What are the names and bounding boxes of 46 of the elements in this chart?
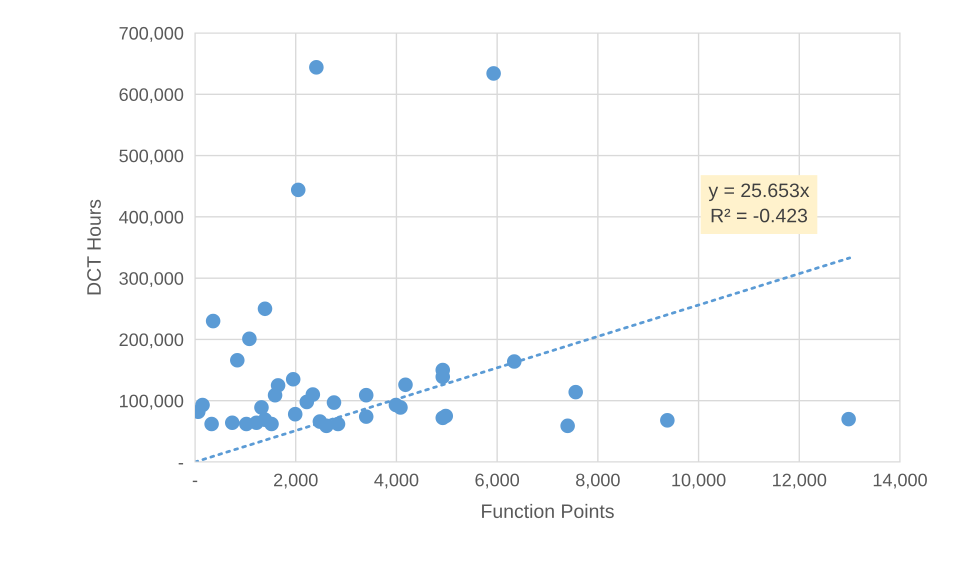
point (326, 395, 342, 410)
point (258, 302, 272, 316)
x-axis-title: Function Points (482, 504, 614, 518)
y-tick-label: 600,000 (120, 88, 184, 104)
y-tick-label: 700,000 (120, 26, 184, 42)
point (204, 416, 219, 432)
point (309, 60, 324, 75)
point (358, 388, 374, 402)
annotation: y = 25.653x R² = -0.423 (708, 183, 810, 222)
point (568, 384, 583, 400)
point (841, 412, 856, 426)
point (224, 415, 240, 430)
point (254, 400, 269, 415)
point (290, 182, 306, 198)
y-tick-label: - (178, 463, 184, 464)
point (330, 416, 346, 432)
y-tick-label: 500,000 (119, 150, 184, 164)
y-axis-title: DCT Hours (87, 200, 101, 294)
point (660, 413, 675, 428)
x-tick-label: 6,000 (475, 474, 520, 489)
point (398, 377, 413, 392)
point (358, 409, 374, 424)
point (306, 387, 320, 402)
point (230, 352, 245, 368)
point (286, 372, 300, 387)
point (264, 416, 279, 432)
y-tick-label: 300,000 (119, 272, 184, 287)
point (206, 314, 220, 328)
point (195, 398, 210, 412)
point (288, 406, 302, 422)
x-tick-label: 12,000 (773, 474, 826, 489)
x-tick-label: - (192, 480, 198, 482)
point (270, 378, 286, 393)
x-tick-label: 14,000 (874, 474, 927, 489)
x-tick-label: 8,000 (576, 474, 620, 489)
point (560, 418, 575, 434)
x-tick-label: 4,000 (374, 474, 418, 489)
point (242, 332, 257, 346)
point (486, 66, 501, 81)
point (506, 354, 522, 369)
y-tick-label: 200,000 (120, 333, 184, 348)
point (393, 400, 408, 415)
x-tick-label: 10,000 (672, 474, 726, 489)
y-tick-label: 100,000 (120, 394, 184, 410)
x-tick-label: 2,000 (274, 474, 318, 489)
y-tick-label: 400,000 (119, 210, 184, 226)
